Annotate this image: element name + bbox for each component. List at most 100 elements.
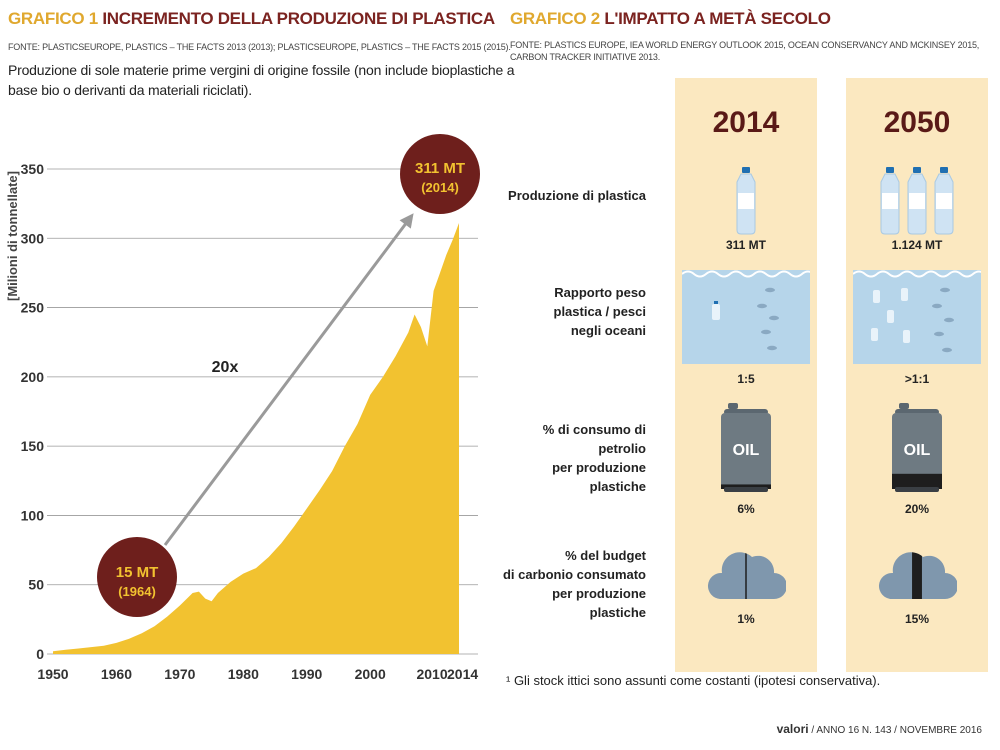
bottle-icon	[871, 288, 910, 343]
cloud-fill	[745, 552, 747, 599]
end-year: (2014)	[421, 180, 459, 195]
fish-icon	[757, 287, 779, 351]
x-tick-label: 2010	[416, 666, 447, 682]
barrel-label: OIL	[733, 442, 760, 459]
barrel-base	[895, 487, 939, 492]
growth-arrow	[163, 217, 412, 546]
x-tick-label: 1960	[101, 666, 132, 682]
ocean-2050	[852, 270, 986, 364]
chart2-title-text: L'IMPATTO A METÀ SECOLO	[604, 9, 831, 28]
barrel-body	[721, 413, 771, 489]
x-tick-label: 1950	[37, 666, 68, 682]
y-axis-label: [Milioni di tonnellate]	[5, 171, 20, 301]
bottle-icon	[712, 301, 720, 320]
barrel-fill	[721, 484, 771, 489]
growth-arrow-head	[399, 213, 414, 229]
barrel-cap	[899, 403, 909, 409]
row-label-oil: % di consumo di petrolio per produzione …	[496, 420, 646, 496]
x-tick-label: 2014	[447, 666, 478, 682]
y-tick-label: 100	[21, 507, 45, 523]
ocean-2014-svg	[681, 270, 815, 351]
footer-brand: valori	[776, 722, 809, 736]
oil-barrel-2050-icon: OIL	[892, 403, 942, 492]
chart1-title-number: GRAFICO 1	[8, 9, 98, 28]
barrel-body	[892, 413, 942, 489]
chart1-description-1: Produzione di sole materie prime vergini…	[8, 62, 515, 78]
x-tick-label: 1990	[291, 666, 322, 682]
ratio-2050-value: >1:1	[904, 372, 930, 386]
oil-2014-value: 6%	[737, 502, 755, 516]
bottle-icon	[907, 167, 927, 235]
x-tick-label: 2000	[355, 666, 386, 682]
row-label-line: per produzione plastiche	[552, 586, 646, 620]
barrel-cap	[728, 403, 738, 409]
wave-icon	[852, 270, 986, 278]
row-label-line: % del budget	[565, 548, 646, 563]
row-label-carbon: % del budget di carbonio consumato per p…	[496, 546, 646, 622]
cloud-fill	[912, 552, 922, 599]
bottle-icon	[880, 167, 900, 235]
chart1-title: GRAFICO 1 INCREMENTO DELLA PRODUZIONE DI…	[8, 9, 495, 29]
chart1-title-text: INCREMENTO DELLA PRODUZIONE DI PLASTICA	[102, 9, 495, 28]
chart1-source: FONTE: PLASTICSEUROPE, PLASTICS – THE FA…	[8, 42, 511, 52]
chart2-title-number: GRAFICO 2	[510, 9, 600, 28]
fish-icon	[932, 287, 954, 353]
row-label-line: negli oceani	[570, 323, 646, 338]
carbon-cloud-2014-icon	[708, 552, 786, 599]
y-tick-label: 0	[36, 646, 44, 662]
bottles-svg	[736, 167, 756, 235]
production-2050-value: 1.124 MT	[891, 238, 943, 252]
y-tick-label: 200	[21, 369, 45, 385]
ratio-2014-value: 1:5	[737, 372, 755, 386]
row-label-line: plastica / pesci	[553, 304, 647, 319]
end-value-circle	[400, 134, 480, 214]
bottle-icon	[736, 167, 756, 235]
start-value: 15 MT	[116, 564, 159, 581]
y-tick-label: 150	[21, 438, 45, 454]
y-tick-label: 300	[21, 230, 45, 246]
bottles-2050	[846, 165, 988, 237]
x-tick-label: 1970	[164, 666, 195, 682]
growth-label: 20x	[212, 359, 239, 376]
production-area	[53, 223, 459, 654]
barrel-fill	[892, 473, 942, 489]
footer-issue: / ANNO 16 N. 143 / NOVEMBRE 2016	[808, 725, 982, 736]
ocean-2014	[681, 270, 815, 364]
year-2014: 2014	[712, 106, 780, 139]
x-tick-label: 1980	[228, 666, 259, 682]
carbon-cloud-2050-icon	[879, 552, 957, 599]
footer: valori / ANNO 16 N. 143 / NOVEMBRE 2016	[777, 722, 982, 736]
row-label-line: per produzione plastiche	[552, 460, 646, 494]
year-2050: 2050	[883, 106, 951, 139]
oil-barrel-2014-icon: OIL	[721, 403, 771, 492]
row-label-line: Rapporto peso	[554, 285, 646, 300]
row-label-ratio: Rapporto peso plastica / pesci negli oce…	[496, 283, 647, 340]
oil-2050-value: 20%	[904, 502, 930, 516]
bottle-icon	[934, 167, 954, 235]
end-value: 311 MT	[415, 160, 465, 177]
carbon-2050-value: 15%	[904, 612, 930, 626]
chart2-title: GRAFICO 2 L'IMPATTO A METÀ SECOLO	[510, 9, 831, 29]
barrel-base	[724, 487, 768, 492]
row-label-production: Produzione di plastica	[496, 186, 646, 205]
y-tick-label: 350	[21, 161, 45, 177]
y-tick-label: 250	[21, 300, 45, 316]
row-label-line: Produzione di plastica	[508, 188, 646, 203]
barrel-label: OIL	[904, 442, 931, 459]
row-label-line: % di consumo di petrolio	[542, 422, 646, 456]
row-label-line: di carbonio consumato	[502, 567, 646, 582]
wave-icon	[681, 270, 815, 278]
chart2-source-2: CARBON TRACKER INITIATIVE 2013.	[510, 52, 661, 62]
chart2-source-1: FONTE: PLASTICS EUROPE, IEA WORLD ENERGY…	[510, 40, 980, 50]
chart1-description-2: base bio o derivanti da materiali ricicl…	[8, 82, 252, 98]
start-year: (1964)	[118, 584, 156, 599]
production-2014-value: 311 MT	[725, 238, 767, 252]
plastic-production-chart: 0 50 100 150 200 250 300 350 1950 1960 1970 1980 19…	[5, 134, 480, 682]
cloud-shape	[708, 552, 786, 599]
start-value-circle	[97, 537, 177, 617]
ocean-2050-svg	[852, 270, 986, 353]
footnote: ¹ Gli stock ittici sono assunti come cos…	[506, 673, 881, 688]
bottles-2014	[675, 165, 817, 237]
bottles-svg	[880, 167, 954, 235]
y-tick-label: 50	[28, 577, 44, 593]
